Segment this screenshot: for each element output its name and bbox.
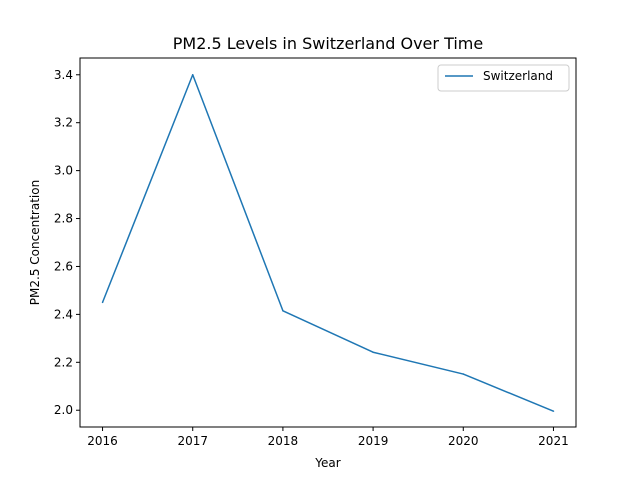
x-tick-label: 2019 <box>358 434 389 448</box>
y-axis-ticks: 2.0 2.2 2.4 2.6 2.8 3.0 3.2 3.4 <box>54 68 80 417</box>
legend: Switzerland <box>437 64 570 92</box>
y-tick-label: 3.4 <box>54 68 73 82</box>
data-point <box>191 74 194 76</box>
y-tick-label: 3.0 <box>54 164 73 178</box>
y-tick-label: 3.2 <box>54 116 73 130</box>
data-point <box>372 351 374 353</box>
x-tick-label: 2021 <box>538 434 569 448</box>
legend-label-switzerland: Switzerland <box>483 69 553 83</box>
legend-box <box>437 64 570 92</box>
data-point <box>101 301 104 304</box>
x-tick-label: 2017 <box>177 434 208 448</box>
series-layer <box>101 74 555 412</box>
x-axis-ticks: 2016 2017 2018 2019 2020 2021 <box>87 427 569 448</box>
data-point <box>282 310 284 312</box>
chart-title: PM2.5 Levels in Switzerland Over Time <box>173 34 483 53</box>
data-point <box>462 373 465 375</box>
x-tick-label: 2018 <box>268 434 299 448</box>
y-tick-label: 2.8 <box>54 212 73 226</box>
y-tick-label: 2.0 <box>54 403 73 417</box>
x-axis-label: Year <box>314 456 340 470</box>
y-tick-label: 2.2 <box>54 355 73 369</box>
y-tick-label: 2.4 <box>54 307 73 321</box>
series-line-switzerland <box>101 74 554 412</box>
y-tick-label: 2.6 <box>54 259 73 273</box>
y-axis-label: PM2.5 Concentration <box>28 180 42 305</box>
plot-area-frame <box>79 57 577 428</box>
data-point <box>552 410 555 412</box>
x-tick-label: 2020 <box>448 434 479 448</box>
x-tick-label: 2016 <box>87 434 118 448</box>
